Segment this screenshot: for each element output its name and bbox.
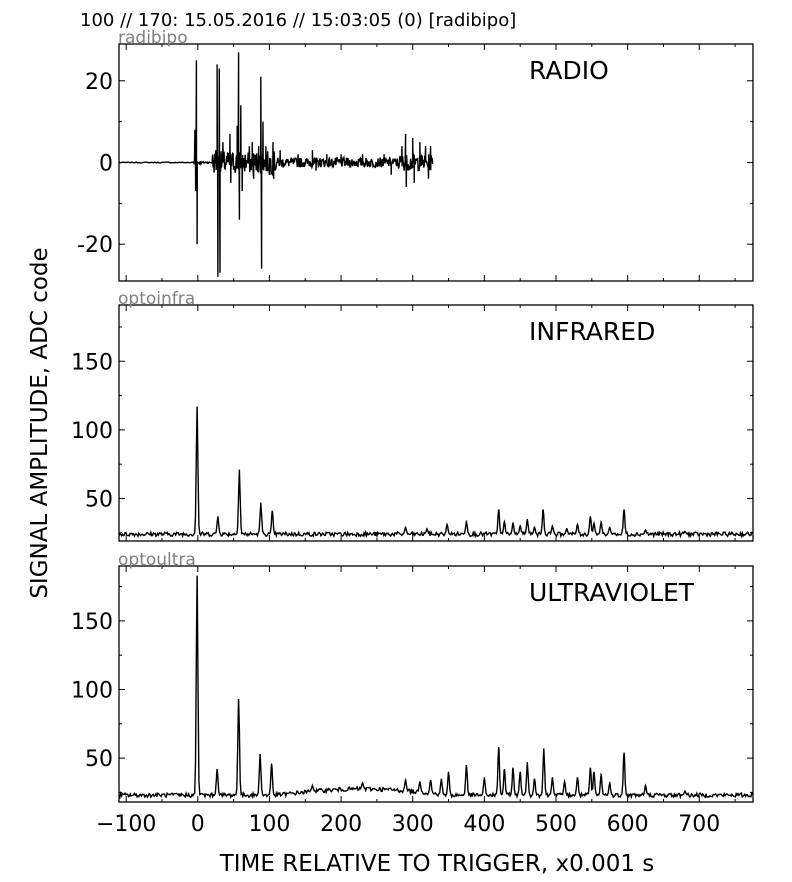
x-tick-label: 300 — [392, 812, 434, 837]
x-tick-label: 100 — [248, 812, 290, 837]
panel-1: -20 0 20 radibipo RADIO — [77, 28, 754, 282]
panel-2: 50 100 150 optoinfra INFRARED — [71, 289, 754, 542]
x-tick-label: 600 — [607, 812, 649, 837]
panel-frame — [118, 304, 754, 542]
header-text: 100 // 170: 15.05.2016 // 15:03:05 (0) [… — [80, 10, 516, 31]
x-axis-label: TIME RELATIVE TO TRIGGER, x0.001 s — [219, 851, 655, 877]
panel-3: 50 100 150 −100 0 100 200 300 400 500 600 700 optoul… — [71, 550, 754, 837]
y-tick-label: 150 — [71, 610, 113, 635]
x-tick-label: 700 — [678, 812, 720, 837]
x-tick-label: 500 — [535, 812, 577, 837]
y-tick-label: 150 — [71, 350, 113, 375]
panel-title: RADIO — [529, 56, 609, 85]
x-tick-label: 0 — [191, 812, 205, 837]
y-axis-label: SIGNAL AMPLITUDE, ADC code — [27, 247, 53, 598]
panel-frame — [118, 565, 754, 803]
y-tick-label: 0 — [99, 152, 113, 177]
corner-label: optoinfra — [118, 289, 195, 309]
panels: -20 0 20 radibipo RADIO 50 100 150 optoinfra INFR… — [71, 28, 754, 837]
x-tick-label: 200 — [320, 812, 362, 837]
signal-trace — [119, 406, 753, 539]
y-tick-label: 100 — [71, 419, 113, 444]
y-tick-label: 50 — [85, 747, 113, 772]
x-tick-label: −100 — [96, 812, 156, 837]
panel-title: ULTRAVIOLET — [529, 578, 695, 607]
signal-trace — [119, 575, 753, 800]
y-tick-label: 20 — [85, 70, 113, 95]
corner-label: radibipo — [118, 28, 188, 48]
signal-trace — [119, 52, 434, 277]
panel-title: INFRARED — [529, 317, 655, 346]
y-tick-label: 50 — [85, 487, 113, 512]
panel-frame — [118, 43, 754, 282]
corner-label: optoultra — [118, 550, 196, 570]
y-tick-label: 100 — [71, 678, 113, 703]
x-tick-label: 400 — [463, 812, 505, 837]
y-tick-label: -20 — [77, 233, 113, 258]
